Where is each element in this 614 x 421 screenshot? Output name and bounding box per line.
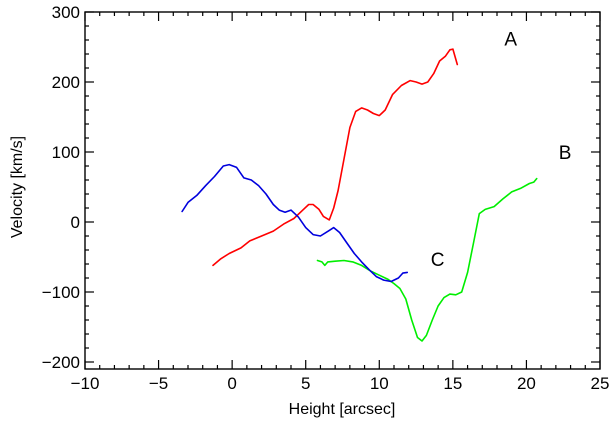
x-tick-label: −5: [149, 374, 168, 393]
y-axis-label: Velocity [km/s]: [9, 136, 26, 238]
series-labels: A B C: [431, 30, 572, 272]
y-tick-label: 0: [71, 213, 80, 232]
series-line-c: [181, 163, 408, 283]
series-layer: [181, 48, 538, 342]
x-axis-label: Height [arcsec]: [289, 401, 396, 418]
x-tick-label: 10: [370, 374, 389, 393]
plot-axes: −10 −5 0 5 10 15 20 25 −200 −100 0 100 200 300: [42, 3, 610, 393]
y-tick-label: −200: [42, 353, 80, 372]
series-label-b: B: [559, 143, 572, 164]
x-tick-label: −10: [71, 374, 100, 393]
series-label-a: A: [504, 30, 517, 51]
x-tick-label: 0: [227, 374, 236, 393]
series-line-a: [212, 48, 459, 267]
series-line-b: [316, 177, 538, 342]
plot-frame: [84, 11, 601, 370]
series-label-c: C: [431, 250, 445, 271]
y-tick-label: −100: [42, 283, 80, 302]
x-tick-label: 20: [517, 374, 536, 393]
y-tick-label: 300: [52, 3, 80, 22]
x-tick-label: 5: [301, 374, 310, 393]
y-tick-label: 200: [52, 73, 80, 92]
x-tick-label: 25: [591, 374, 610, 393]
x-tick-label: 15: [443, 374, 462, 393]
y-tick-label: 100: [52, 143, 80, 162]
